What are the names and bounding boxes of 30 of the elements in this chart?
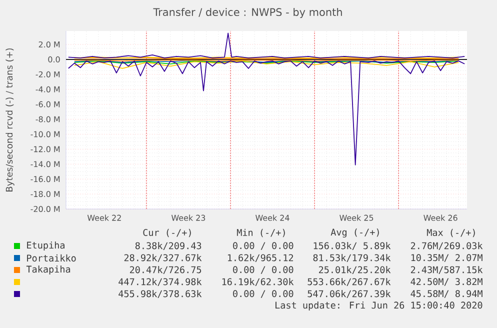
text: 0.00 / 0.00 xyxy=(233,266,294,274)
chart-title: Transfer / device : NWPS - by month xyxy=(153,8,342,18)
text: Avg (-/+) xyxy=(330,228,379,238)
text: 156.03k/ 5.89k xyxy=(314,242,391,250)
text: Min (-/+) xyxy=(236,228,285,238)
y-axis-title: Bytes/second rcvd (-) / trans (+) xyxy=(6,48,14,192)
text: 28.92k/327.67k xyxy=(124,254,202,262)
text: 16.19k/62.30k xyxy=(222,278,294,286)
legend-label: Takapiha xyxy=(26,266,70,274)
text: Max (-/+) xyxy=(426,228,475,238)
text: 42.50M/ 3.82M xyxy=(410,278,482,286)
text: 1.62k/965.12 xyxy=(228,254,294,262)
text: 447.12k/374.98k xyxy=(118,278,202,286)
text: 20.47k/726.75 xyxy=(130,266,202,274)
text: 2.43M/587.15k xyxy=(410,266,483,274)
text: 553.66k/267.67k xyxy=(308,278,391,286)
text: 2.76M/269.03k xyxy=(410,242,483,250)
text: 81.53k/179.34k xyxy=(313,254,391,262)
text: Cur (-/+) xyxy=(143,228,191,238)
text: 547.06k/267.39k xyxy=(308,290,391,298)
text: 25.01k/25.20k xyxy=(318,266,391,274)
text: 455.98k/378.63k xyxy=(118,290,202,298)
text: 10.35M/ 2.07M xyxy=(411,254,482,262)
legend-label: Portaikko xyxy=(27,254,76,262)
text: 0.00 / 0.00 xyxy=(233,242,294,250)
text: 8.38k/209.43 xyxy=(135,242,202,250)
text: 45.58M/ 8.94M xyxy=(410,290,482,298)
text: 0.00 / 0.00 xyxy=(233,290,294,298)
legend-label: Etupiha xyxy=(27,242,64,250)
text: Last update: Fri Jun 26 15:00:40 2020 xyxy=(276,302,482,310)
